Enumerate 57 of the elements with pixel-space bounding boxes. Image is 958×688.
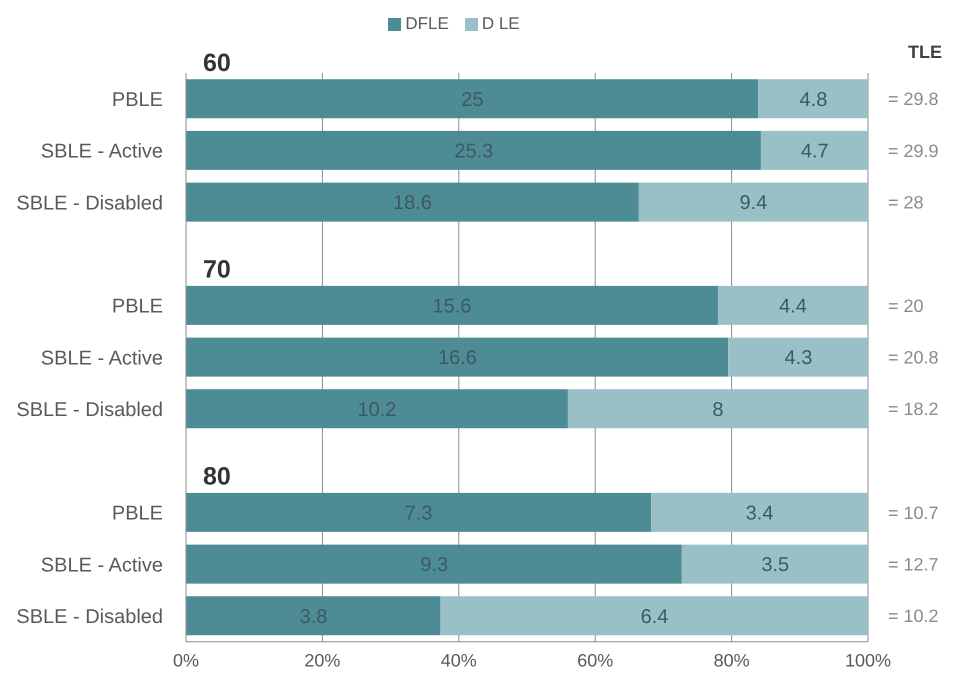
y-tick-label: SBLE - Active xyxy=(40,554,164,576)
annotation: = 10.7 xyxy=(888,502,939,523)
annotation: 3.5 xyxy=(761,554,790,576)
bar xyxy=(186,79,758,118)
bar xyxy=(638,182,868,222)
y-tick-label: PBLE xyxy=(112,88,164,111)
bar xyxy=(186,286,718,325)
bar xyxy=(186,338,728,377)
bar xyxy=(186,596,440,636)
legend-label: D LE xyxy=(482,14,520,33)
annotation: 4.4 xyxy=(779,296,807,318)
x-tick-label: 0% xyxy=(173,650,200,670)
y-tick-label: SBLE - Active xyxy=(40,140,164,163)
y-tick-label: SBLE - Disabled xyxy=(16,192,164,214)
annotation: 3.4 xyxy=(746,502,774,524)
annotation: 4.3 xyxy=(784,347,812,370)
bar xyxy=(651,492,868,532)
bar xyxy=(568,389,868,428)
annotation: 4.7 xyxy=(800,140,829,163)
annotation: = 12.7 xyxy=(888,554,939,574)
bar xyxy=(758,79,868,118)
y-tick-label: PBLE xyxy=(112,502,164,525)
y-tick-label: SBLE - Disabled xyxy=(16,399,164,422)
bar xyxy=(186,130,761,170)
y-tick-label: SBLE - Disabled xyxy=(16,606,164,628)
annotation: 4.8 xyxy=(800,88,828,111)
x-tick-label: 100% xyxy=(844,650,891,670)
legend-label: DFLE xyxy=(405,14,449,33)
text: TLE xyxy=(908,42,942,62)
bar xyxy=(682,544,868,584)
annotation: = 28 xyxy=(888,192,924,213)
bar xyxy=(186,492,652,532)
chart-title: 60 xyxy=(203,49,231,77)
bar xyxy=(186,182,639,222)
chart-title: 80 xyxy=(203,462,231,491)
x-tick-label: 20% xyxy=(304,650,340,670)
annotation: = 10.2 xyxy=(888,606,939,626)
y-tick-label: PBLE xyxy=(112,296,164,318)
annotation: = 20 xyxy=(888,296,924,316)
annotation: 6.4 xyxy=(640,606,668,628)
annotation: = 29.8 xyxy=(888,89,939,110)
chart-title: 70 xyxy=(203,256,231,284)
annotation: = 29.9 xyxy=(888,140,939,161)
bar xyxy=(186,544,682,584)
x-tick-label: 40% xyxy=(440,650,477,670)
annotation: = 18.2 xyxy=(888,399,939,420)
bar xyxy=(186,389,568,428)
x-tick-label: 80% xyxy=(714,650,750,670)
bar xyxy=(440,596,868,636)
annotation: 9.4 xyxy=(740,192,768,214)
y-tick-label: SBLE - Active xyxy=(40,347,164,370)
x-tick-label: 60% xyxy=(577,650,614,670)
annotation: = 20.8 xyxy=(888,348,939,368)
annotation: 8 xyxy=(712,399,724,422)
bar xyxy=(728,338,868,377)
bar xyxy=(718,286,868,325)
bar xyxy=(760,130,868,170)
